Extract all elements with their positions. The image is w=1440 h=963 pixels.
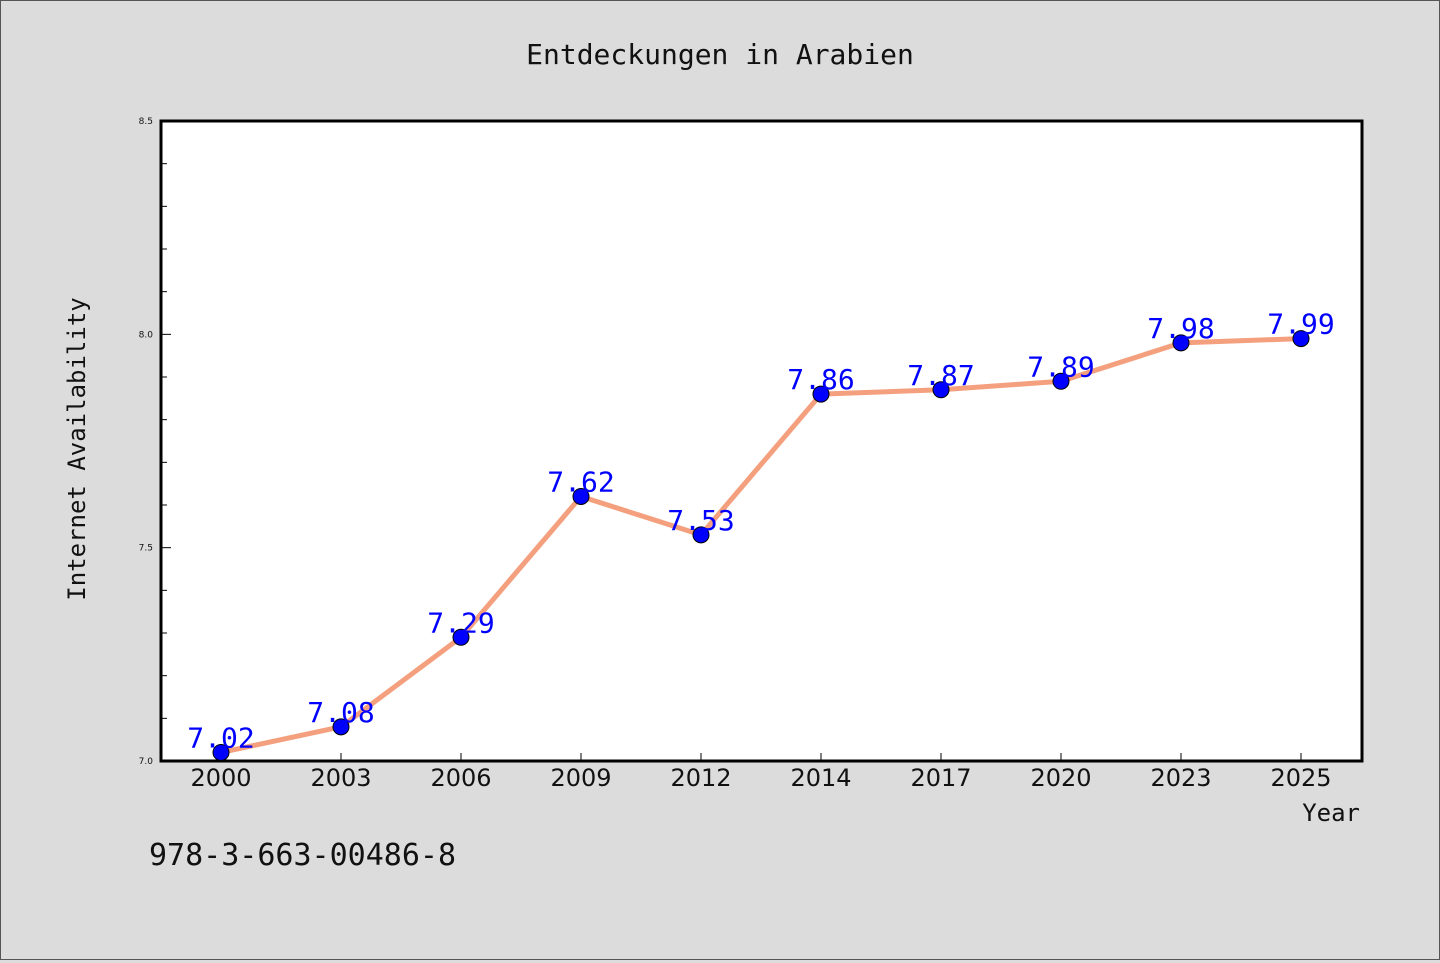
y-tick-label: 8.0: [139, 330, 154, 340]
data-point: [1292, 330, 1310, 348]
data-point: [572, 487, 590, 505]
x-tick-label: 2014: [790, 764, 851, 792]
x-tick-label: 2025: [1270, 764, 1331, 792]
data-label: 7.86: [787, 363, 854, 396]
y-tick-label: 8.5: [139, 117, 153, 127]
data-point: [332, 718, 350, 736]
data-label: 7.62: [547, 465, 614, 498]
data-point: [1052, 372, 1070, 390]
x-tick-label: 2009: [550, 764, 611, 792]
data-label: 7.89: [1027, 350, 1094, 383]
data-label: 7.87: [907, 359, 974, 392]
x-tick-label: 2006: [430, 764, 491, 792]
plot-area: [159, 119, 1364, 763]
data-label: 7.99: [1267, 308, 1334, 341]
data-label: 7.29: [427, 606, 494, 639]
x-tick-label: 2023: [1150, 764, 1211, 792]
chart-title: Entdeckungen in Arabien: [526, 38, 914, 71]
x-tick-label: 2003: [310, 764, 371, 792]
x-tick-label: 2017: [910, 764, 971, 792]
data-point: [452, 628, 470, 646]
y-tick-label: 7.5: [139, 544, 153, 554]
data-point: [212, 743, 230, 761]
y-tick-label: 7.0: [139, 757, 154, 767]
series-line: [218, 336, 1304, 755]
y-axis: 7.0 7.5 8.0 8.5: [139, 117, 171, 767]
data-point: [932, 381, 950, 399]
data-point: [812, 385, 830, 403]
x-axis: 2000 2003 2006 2009 2012 2014 2017 2020 2023 2025: [190, 753, 1332, 792]
x-tick-label: 2000: [190, 764, 251, 792]
y-axis-label: Internet Availability: [63, 297, 91, 600]
series-layer: 7.02 7.08 7.29 7.62 7.53 7.86 7.87 7.89 7.98 7.99: [187, 308, 1335, 761]
x-tick-label: 2020: [1030, 764, 1091, 792]
x-tick-label: 2012: [670, 764, 731, 792]
x-axis-label: Year: [1302, 799, 1360, 827]
data-point: [1172, 334, 1190, 352]
data-label: 7.98: [1147, 312, 1214, 345]
data-point: [692, 526, 710, 544]
data-label: 7.53: [667, 504, 734, 537]
isbn-text: 978-3-663-00486-8: [149, 838, 456, 873]
data-label: 7.08: [307, 696, 374, 729]
data-label: 7.02: [187, 721, 254, 754]
